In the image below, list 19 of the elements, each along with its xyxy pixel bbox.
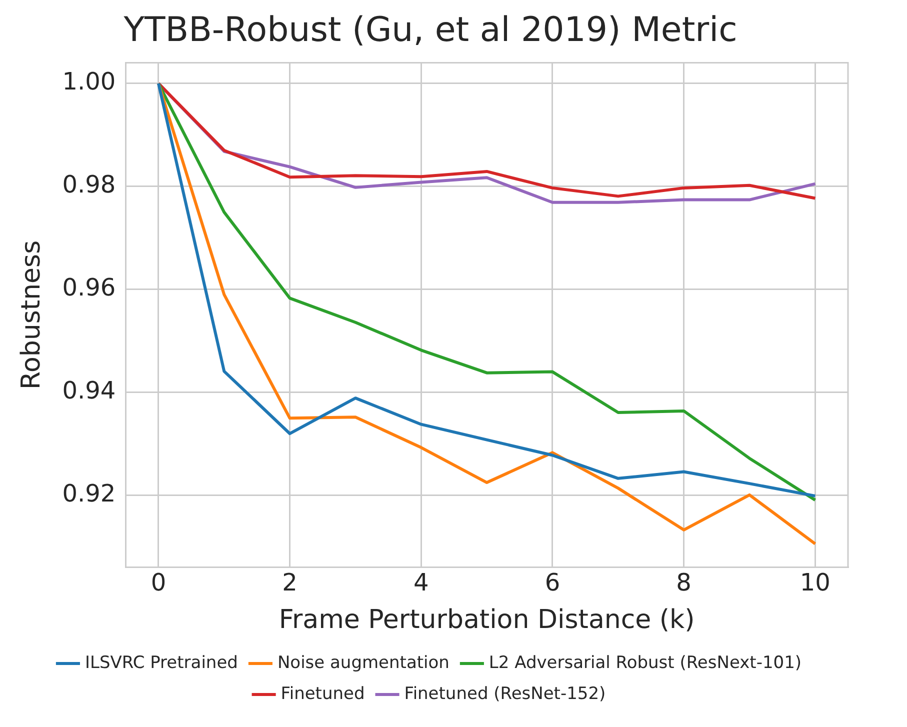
y-tick-label: 0.92 [62, 480, 116, 508]
legend-label: L2 Adversarial Robust (ResNext-101) [488, 652, 802, 673]
x-tick-label: 0 [150, 568, 166, 597]
y-tick-label: 1.00 [62, 68, 116, 96]
x-axis-title: Frame Perturbation Distance (k) [278, 605, 695, 636]
x-tick-label: 4 [414, 568, 429, 597]
legend-label: ILSVRC Pretrained [84, 652, 238, 673]
chart-title: YTBB-Robust (Gu, et al 2019) Metric [122, 10, 738, 50]
x-tick-label: 2 [282, 568, 298, 597]
y-axis-title: Robustness [16, 240, 46, 390]
x-tick-label: 8 [676, 568, 692, 597]
x-tick-label: 6 [544, 568, 560, 597]
y-tick-label: 0.94 [62, 376, 116, 405]
legend-label: Finetuned (ResNet-152) [404, 684, 606, 704]
x-tick-label: 10 [800, 568, 830, 597]
y-tick-label: 0.98 [62, 170, 116, 199]
y-tick-label: 0.96 [62, 274, 116, 302]
legend-label: Finetuned [280, 684, 365, 704]
legend-label: Noise augmentation [277, 652, 450, 673]
